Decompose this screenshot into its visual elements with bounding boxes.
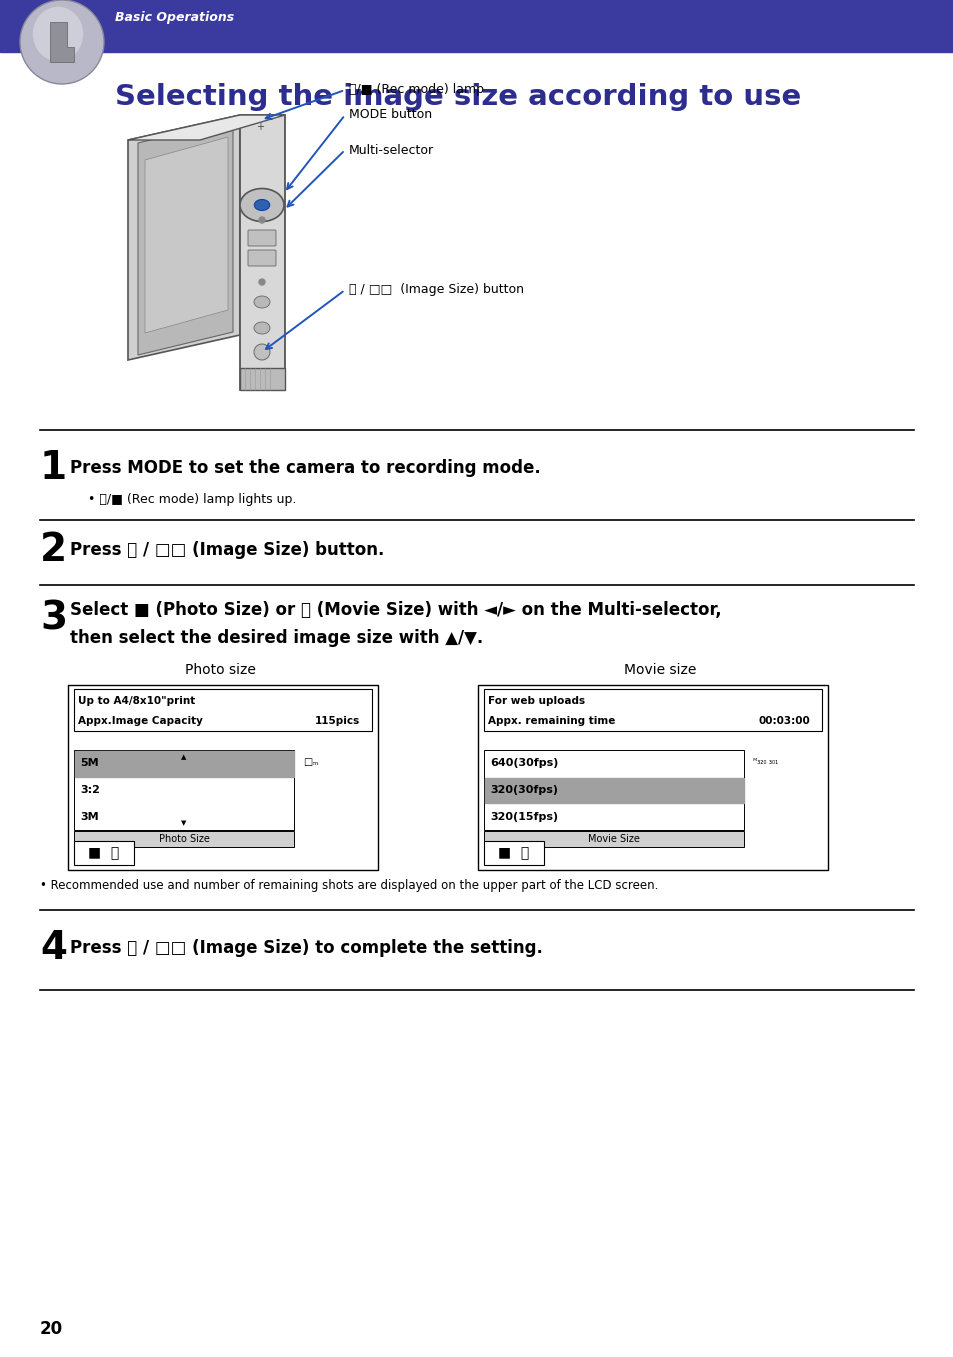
Text: 4: 4	[40, 930, 67, 968]
Bar	[240, 115, 285, 389]
Text: ⬜ / □□  (Image Size) button: ⬜ / □□ (Image Size) button	[349, 284, 523, 296]
Bar	[240, 368, 285, 389]
Ellipse shape	[253, 296, 270, 308]
Text: Movie Size: Movie Size	[587, 835, 639, 844]
Polygon shape	[128, 115, 240, 360]
Text: Press ⬜ / □□ (Image Size) to complete the setting.: Press ⬜ / □□ (Image Size) to complete th…	[70, 939, 542, 957]
Text: ⬜/■ (Rec mode) lamp: ⬜/■ (Rec mode) lamp	[349, 84, 483, 96]
Bar	[74, 841, 133, 864]
Text: Photo Size: Photo Size	[158, 835, 210, 844]
Text: +: +	[255, 122, 264, 132]
Polygon shape	[138, 119, 233, 356]
Bar	[483, 689, 821, 731]
Text: 20: 20	[40, 1320, 63, 1338]
Text: Photo size: Photo size	[184, 664, 255, 677]
Text: • ⬜/■ (Rec mode) lamp lights up.: • ⬜/■ (Rec mode) lamp lights up.	[88, 494, 296, 506]
Text: Up to A4/8x10"print: Up to A4/8x10"print	[78, 696, 195, 706]
Text: 115pics: 115pics	[314, 716, 359, 726]
Text: Selecting the image size according to use: Selecting the image size according to us…	[115, 83, 801, 111]
Text: 320(15fps): 320(15fps)	[490, 811, 558, 822]
Text: then select the desired image size with ▲/▼.: then select the desired image size with …	[70, 630, 483, 647]
Text: Appx. remaining time: Appx. remaining time	[488, 716, 615, 726]
Bar	[0, 0, 953, 52]
Polygon shape	[50, 22, 74, 62]
Bar	[477, 685, 827, 870]
Text: ᴹ₃₂₀ ₃₀₁: ᴹ₃₂₀ ₃₀₁	[752, 757, 778, 767]
Text: Multi-selector: Multi-selector	[349, 144, 434, 156]
Ellipse shape	[240, 189, 284, 221]
Circle shape	[253, 345, 270, 360]
FancyBboxPatch shape	[248, 229, 275, 246]
Bar	[74, 830, 294, 847]
Ellipse shape	[20, 0, 104, 84]
Text: Appx.Image Capacity: Appx.Image Capacity	[78, 716, 203, 726]
Text: □ₘ: □ₘ	[303, 757, 318, 767]
Bar	[68, 685, 377, 870]
Bar	[483, 750, 743, 830]
Text: 5M: 5M	[80, 759, 98, 768]
Text: 640(30fps): 640(30fps)	[490, 759, 558, 768]
Bar	[74, 750, 294, 830]
Bar	[483, 830, 743, 847]
Polygon shape	[145, 137, 228, 332]
Text: ■  ⬜: ■ ⬜	[89, 845, 119, 860]
Text: Press ⬜ / □□ (Image Size) button.: Press ⬜ / □□ (Image Size) button.	[70, 541, 384, 559]
Text: ▼: ▼	[181, 820, 187, 826]
Ellipse shape	[253, 322, 270, 334]
Text: Press MODE to set the camera to recording mode.: Press MODE to set the camera to recordin…	[70, 459, 540, 478]
Text: Basic Operations: Basic Operations	[115, 11, 234, 24]
Text: Select ■ (Photo Size) or ⬜ (Movie Size) with ◄/► on the Multi-selector,: Select ■ (Photo Size) or ⬜ (Movie Size) …	[70, 601, 720, 619]
Text: ■  ⬜: ■ ⬜	[497, 845, 529, 860]
Bar	[74, 689, 372, 731]
Polygon shape	[128, 115, 285, 140]
Circle shape	[258, 280, 265, 285]
Text: 1: 1	[40, 449, 67, 487]
Bar	[483, 841, 543, 864]
Text: ▲: ▲	[181, 754, 187, 760]
Ellipse shape	[32, 7, 83, 61]
Text: 3M: 3M	[80, 811, 98, 822]
Text: 00:03:00: 00:03:00	[758, 716, 809, 726]
Text: MODE button: MODE button	[349, 109, 432, 122]
Text: Movie size: Movie size	[623, 664, 696, 677]
Circle shape	[258, 217, 265, 223]
Bar	[484, 778, 743, 803]
Text: 3:2: 3:2	[80, 784, 100, 795]
Text: 320(30fps): 320(30fps)	[490, 784, 558, 795]
Bar	[75, 750, 294, 776]
Ellipse shape	[254, 199, 270, 210]
Text: For web uploads: For web uploads	[488, 696, 584, 706]
Text: 3: 3	[40, 598, 67, 636]
FancyBboxPatch shape	[248, 250, 275, 266]
Text: 2: 2	[40, 531, 67, 569]
Text: • Recommended use and number of remaining shots are displayed on the upper part : • Recommended use and number of remainin…	[40, 878, 658, 892]
